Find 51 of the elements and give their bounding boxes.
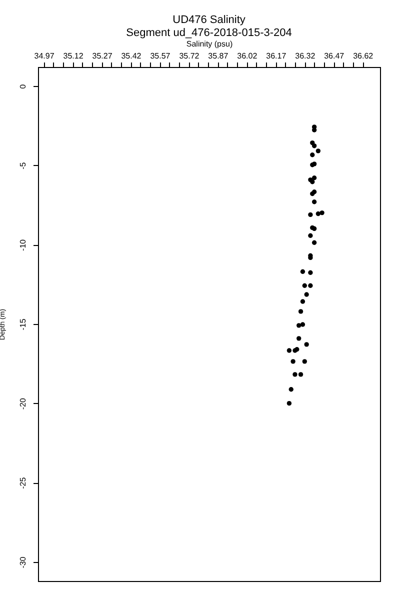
x-axis-title: Salinity (psu) [186,40,233,48]
point [308,283,313,288]
point [312,240,317,245]
point [298,372,304,377]
point [308,270,313,275]
y-tick-label: -10 [18,238,28,251]
point [300,322,306,327]
y-tick-label: -20 [18,397,28,410]
x-tick-label: 35.87 [208,52,229,60]
point [286,348,292,353]
point [312,200,317,204]
y-tick-label: -30 [18,556,28,568]
x-tick-label: 35.12 [63,52,84,60]
point [300,299,306,304]
point [302,359,307,364]
y-tick-label: -5 [18,162,28,170]
x-tick-label: 35.27 [92,52,113,60]
point [310,180,315,184]
y-tick-label: -15 [18,318,28,330]
x-tick-label: 36.62 [353,52,374,60]
x-tick-label: 36.17 [266,52,287,60]
point [310,152,315,158]
point [304,342,309,347]
point [288,387,294,392]
point [304,292,309,297]
chart-subtitle: Segment ud_476-2018-015-3-204 [126,27,292,39]
point [296,336,302,341]
point [312,176,317,180]
point [290,359,296,364]
point [312,144,317,148]
point [298,309,304,314]
point [292,372,298,377]
point [286,400,292,406]
point [296,323,302,328]
x-tick-label: 35.57 [150,52,171,60]
point [302,283,307,288]
point [300,269,306,274]
point [316,211,321,216]
point [320,210,324,216]
y-tick-label: 0 [18,84,28,89]
y-tick-label: -25 [18,476,28,489]
x-tick-label: 36.32 [295,52,316,60]
point [308,212,313,218]
x-tick-label: 34.97 [34,52,55,60]
x-tick-label: 35.42 [121,52,142,60]
point [316,148,321,154]
x-tick-label: 36.02 [237,52,258,60]
x-tick-label: 35.72 [179,52,200,60]
x-tick-label: 36.47 [324,52,345,60]
chart-title: UD476 Salinity [172,14,246,26]
point [308,233,313,238]
